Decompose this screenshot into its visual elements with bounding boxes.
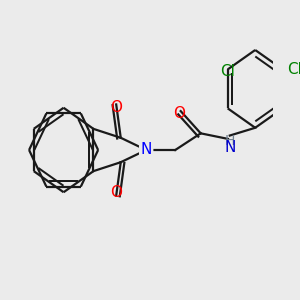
Text: N: N bbox=[224, 140, 236, 155]
Text: O: O bbox=[110, 100, 122, 115]
Text: Cl: Cl bbox=[220, 64, 235, 79]
Text: N: N bbox=[140, 142, 152, 158]
Text: Cl: Cl bbox=[287, 62, 300, 77]
Text: O: O bbox=[110, 185, 122, 200]
Text: O: O bbox=[173, 106, 185, 121]
Text: H: H bbox=[225, 134, 235, 148]
